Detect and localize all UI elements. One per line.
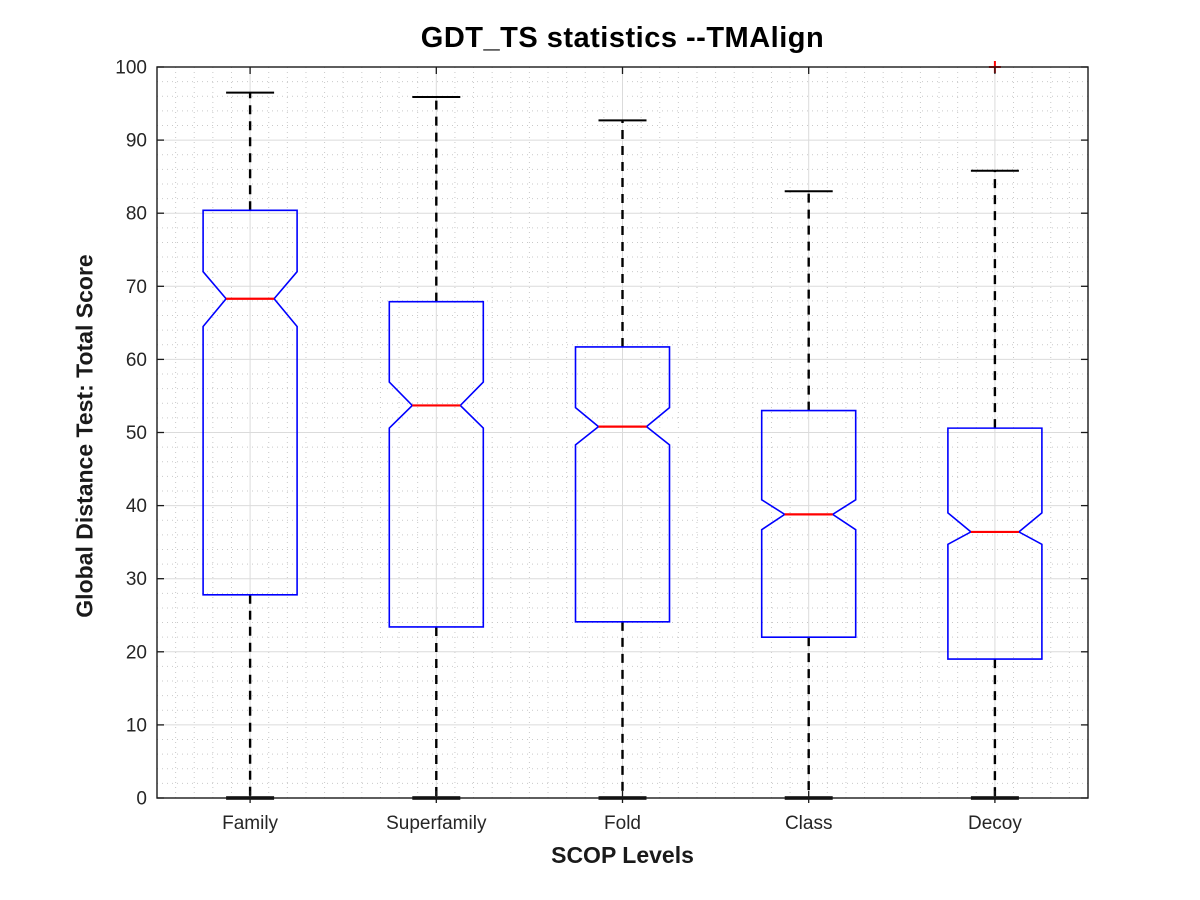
y-tick-label: 10 xyxy=(126,715,147,736)
notched-box xyxy=(760,409,857,638)
y-tick-label: 100 xyxy=(115,58,147,79)
y-tick-label: 60 xyxy=(126,350,147,371)
y-tick-label: 90 xyxy=(126,131,147,152)
y-tick-label: 30 xyxy=(126,569,147,590)
x-tick-label: Superfamily xyxy=(386,813,487,834)
x-axis-label: SCOP Levels xyxy=(551,842,694,868)
notched-box xyxy=(202,209,298,596)
chart-title: GDT_TS statistics --TMAlign xyxy=(420,22,825,54)
y-tick-label: 70 xyxy=(126,277,147,298)
x-tick-label: Class xyxy=(785,813,833,834)
y-tick-label: 80 xyxy=(126,204,147,225)
notched-box xyxy=(574,346,671,623)
y-tick-label: 0 xyxy=(136,789,147,810)
y-axis-label: Global Distance Test: Total Score xyxy=(71,254,98,618)
x-tick-label: Family xyxy=(222,813,278,834)
x-tick-label: Decoy xyxy=(968,813,1022,834)
y-tick-label: 20 xyxy=(126,642,147,663)
notched-box xyxy=(388,300,485,628)
notched-box xyxy=(947,427,1043,660)
y-tick-label: 40 xyxy=(126,496,147,517)
x-tick-label: Fold xyxy=(604,813,641,834)
y-tick-label: 50 xyxy=(126,423,147,444)
